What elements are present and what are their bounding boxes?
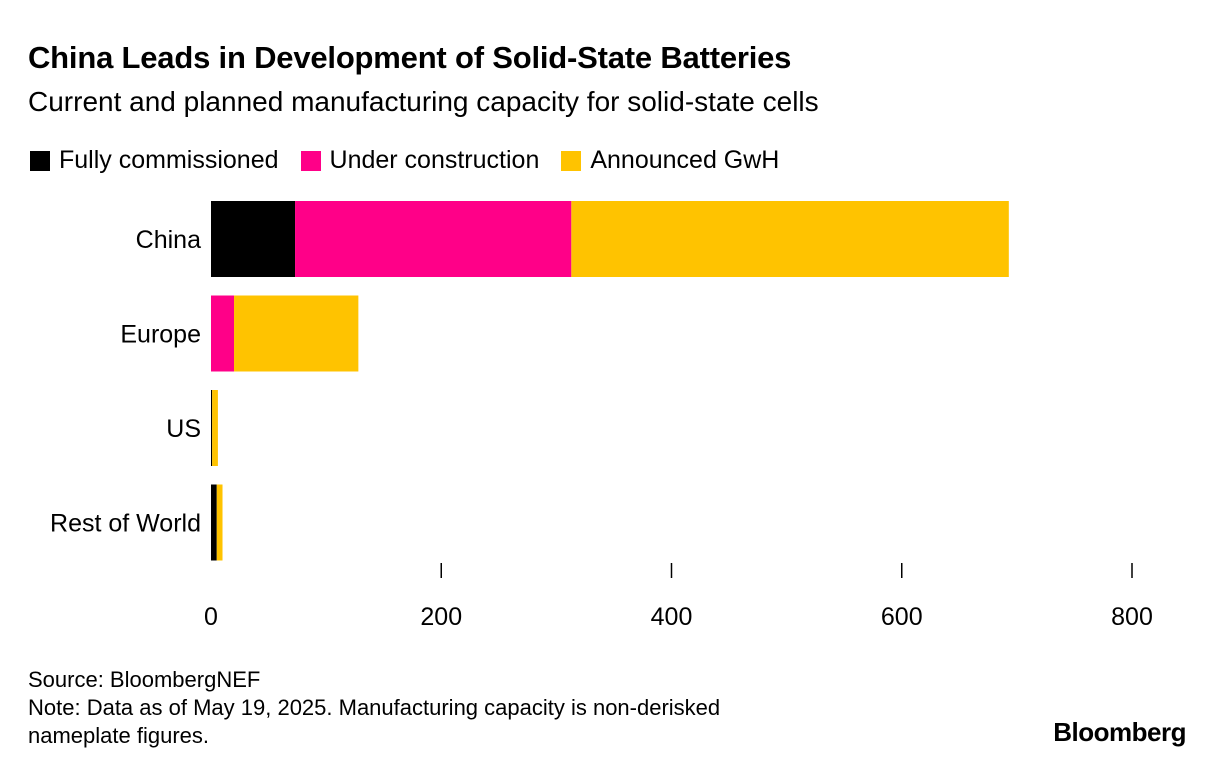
x-tick-label: 200 [420,603,462,631]
bar-segment [571,201,1009,277]
bar-segment [211,484,217,561]
legend-label: Under construction [329,146,540,174]
note-text: Note: Data as of May 19, 2025. Manufactu… [28,695,721,720]
x-tick-label: 800 [1111,603,1153,631]
legend-label: Fully commissioned [59,146,279,174]
legend-item-under-construction: Under construction [300,146,540,175]
legend: Fully commissioned Under construction An… [30,146,801,175]
chart-subtitle: Current and planned manufacturing capaci… [28,86,819,117]
bar-segment [295,201,572,277]
legend-item-announced: Announced GwH [561,146,779,175]
x-tick-label: 400 [651,603,693,631]
legend-swatch [30,150,50,171]
footer: Source: BloombergNEF Note: Data as of Ma… [28,666,720,750]
category-label: US [166,415,201,443]
source-text: Source: BloombergNEF [28,667,261,692]
legend-label: Announced GwH [590,146,780,174]
bar-segment [216,484,223,561]
bar-segment [212,390,218,466]
category-label: Rest of World [50,510,201,538]
bar-segment [211,295,235,372]
bar-segment [211,201,296,277]
legend-item-fully-commissioned: Fully commissioned [30,146,279,175]
chart-title: China Leads in Development of Solid-Stat… [28,40,792,75]
bar-segment [211,390,213,466]
legend-swatch [300,150,321,171]
note-text-continued: nameplate figures. [28,723,209,748]
x-tick-label: 0 [204,603,218,631]
category-label: Europe [120,321,201,349]
legend-swatch [561,150,582,171]
x-tick-label: 600 [881,603,923,631]
bar-segment [234,295,359,372]
bloomberg-logo: Bloomberg [1053,717,1186,747]
category-label: China [136,226,201,254]
